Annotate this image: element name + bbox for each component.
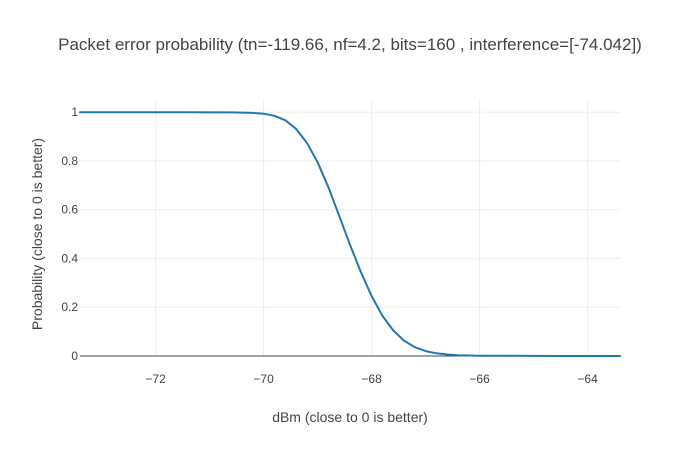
x-tick-label: −64: [577, 372, 598, 386]
y-axis-title: Probability (close to 0 is better): [29, 138, 45, 330]
y-tick-label: 0.2: [61, 300, 78, 314]
y-tick-label: 0.6: [61, 203, 78, 217]
y-tick-label: 0.4: [61, 251, 78, 265]
x-tick-label: −72: [145, 372, 166, 386]
x-tick-labels: −72 −70 −68 −66 −64: [145, 372, 598, 386]
series-line: [79, 111, 621, 357]
y-tick-label: 0: [71, 349, 78, 363]
y-tick-label: 1: [71, 105, 78, 119]
x-tick-label: −70: [253, 372, 274, 386]
chart-title: Packet error probability (tn=-119.66, nf…: [58, 35, 642, 54]
y-tick-label: 0.8: [61, 154, 78, 168]
x-tick-label: −66: [469, 372, 490, 386]
x-axis-title: dBm (close to 0 is better): [272, 409, 428, 425]
series-layer: [79, 111, 621, 357]
y-tick-labels: 0 0.2 0.4 0.6 0.8 1: [61, 105, 78, 363]
x-tick-label: −68: [361, 372, 382, 386]
grid-lines: [80, 100, 620, 356]
